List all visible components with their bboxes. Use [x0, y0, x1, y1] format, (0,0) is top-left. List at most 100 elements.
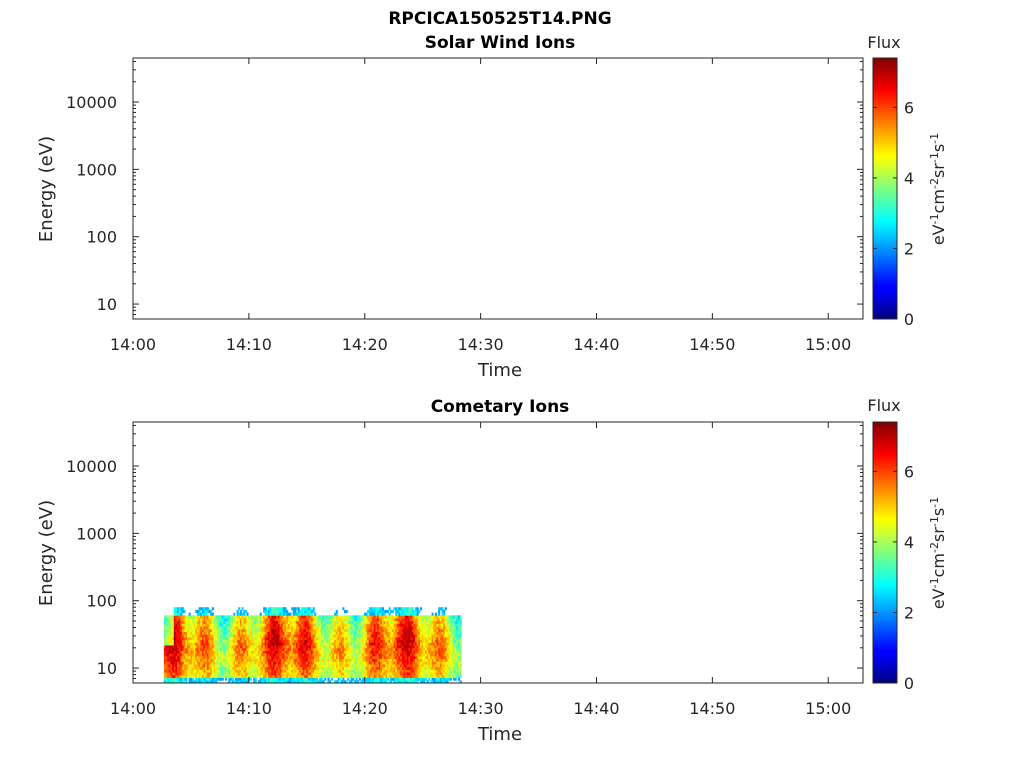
heatmap-cell — [211, 664, 214, 668]
heatmap-cell — [196, 677, 199, 681]
heatmap-cell — [208, 618, 211, 622]
heatmap-cell — [320, 674, 323, 678]
heatmap-cell — [344, 626, 347, 630]
heatmap-cell — [372, 607, 375, 611]
heatmap-cell — [177, 628, 180, 632]
heatmap-cell — [436, 669, 439, 673]
heatmap-cell — [165, 669, 168, 673]
heatmap-cell — [269, 642, 272, 646]
heatmap-cell — [272, 612, 275, 616]
heatmap-cell — [284, 658, 287, 662]
heatmap-cell — [208, 620, 211, 624]
heatmap-cell — [182, 677, 185, 681]
heatmap-cell — [271, 628, 274, 632]
heatmap-cell — [200, 655, 203, 660]
heatmap-cell — [210, 677, 213, 681]
heatmap-cell — [413, 672, 416, 676]
heatmap-cell — [178, 655, 181, 660]
heatmap-cell — [183, 618, 186, 622]
heatmap-cell — [377, 677, 380, 681]
heatmap-cell — [406, 618, 409, 622]
heatmap-cell — [253, 626, 256, 630]
heatmap-cell — [314, 626, 317, 630]
heatmap-cell — [357, 623, 360, 627]
heatmap-cell — [405, 642, 408, 646]
heatmap-cell — [353, 634, 356, 638]
heatmap-cell — [305, 609, 309, 614]
heatmap-cell — [172, 664, 175, 668]
heatmap-cell — [418, 623, 421, 627]
heatmap-cell — [350, 674, 353, 678]
heatmap-cell — [429, 628, 432, 632]
heatmap-cell — [310, 664, 313, 668]
heatmap-cell — [267, 661, 271, 665]
heatmap-cell — [195, 618, 198, 622]
heatmap-cell — [229, 661, 233, 665]
heatmap-cell — [246, 628, 249, 632]
heatmap-cell — [239, 653, 242, 657]
heatmap-cell — [267, 615, 271, 619]
heatmap-cell — [357, 639, 360, 643]
heatmap-cell — [216, 634, 219, 638]
heatmap-cell — [248, 631, 251, 635]
heatmap-cell — [363, 639, 366, 643]
heatmap-cell — [218, 669, 221, 673]
heatmap-cell — [206, 677, 209, 681]
heatmap-cell — [446, 666, 449, 670]
heatmap-cell — [382, 680, 385, 684]
heatmap-cell — [167, 666, 170, 670]
heatmap-cell — [380, 655, 383, 660]
heatmap-cell — [429, 620, 432, 624]
heatmap-cell — [320, 634, 323, 638]
heatmap-cell — [223, 639, 226, 643]
heatmap-cell — [375, 609, 378, 614]
heatmap-cell — [334, 642, 337, 646]
heatmap-cell — [225, 642, 228, 646]
heatmap-cell — [307, 623, 310, 627]
heatmap-cell — [398, 677, 401, 681]
heatmap-cell — [170, 637, 173, 641]
heatmap-cell — [253, 623, 256, 627]
heatmap-cell — [386, 674, 390, 678]
panel-title: Solar Wind Ions — [425, 33, 576, 53]
heatmap-cell — [406, 672, 409, 676]
heatmap-cell — [352, 653, 355, 657]
heatmap-cell — [276, 653, 279, 657]
heatmap-cell — [208, 647, 211, 651]
heatmap-cell — [215, 628, 218, 632]
heatmap-cell — [401, 631, 404, 635]
heatmap-cell — [403, 661, 406, 665]
heatmap-cell — [175, 661, 178, 665]
heatmap-cell — [357, 647, 360, 651]
heatmap-cell — [372, 647, 375, 651]
heatmap-cell — [241, 680, 244, 684]
heatmap-cell — [297, 618, 300, 622]
heatmap-cell — [307, 674, 310, 678]
heatmap-cell — [244, 653, 247, 657]
heatmap-cell — [446, 639, 449, 643]
heatmap-cell — [456, 626, 459, 630]
heatmap-cell — [163, 645, 166, 649]
heatmap-cell — [305, 634, 309, 638]
heatmap-cell — [307, 650, 310, 654]
heatmap-cell — [309, 674, 312, 678]
heatmap-cell — [315, 653, 318, 657]
heatmap-cell — [287, 677, 290, 681]
heatmap-cell — [400, 645, 403, 649]
heatmap-cell — [451, 618, 454, 622]
heatmap-cell — [365, 615, 368, 619]
heatmap-cell — [373, 623, 376, 627]
heatmap-cell — [236, 674, 239, 678]
heatmap-cell — [203, 634, 206, 638]
heatmap-cell — [251, 642, 254, 646]
heatmap-cell — [401, 661, 404, 665]
heatmap-cell — [324, 623, 327, 627]
heatmap-cell — [434, 645, 437, 649]
heatmap-cell — [249, 674, 252, 678]
heatmap-cell — [206, 672, 209, 676]
heatmap-cell — [198, 609, 201, 614]
heatmap-cell — [225, 626, 228, 630]
heatmap-cell — [416, 645, 419, 649]
heatmap-cell — [284, 615, 287, 619]
heatmap-cell — [310, 639, 313, 643]
